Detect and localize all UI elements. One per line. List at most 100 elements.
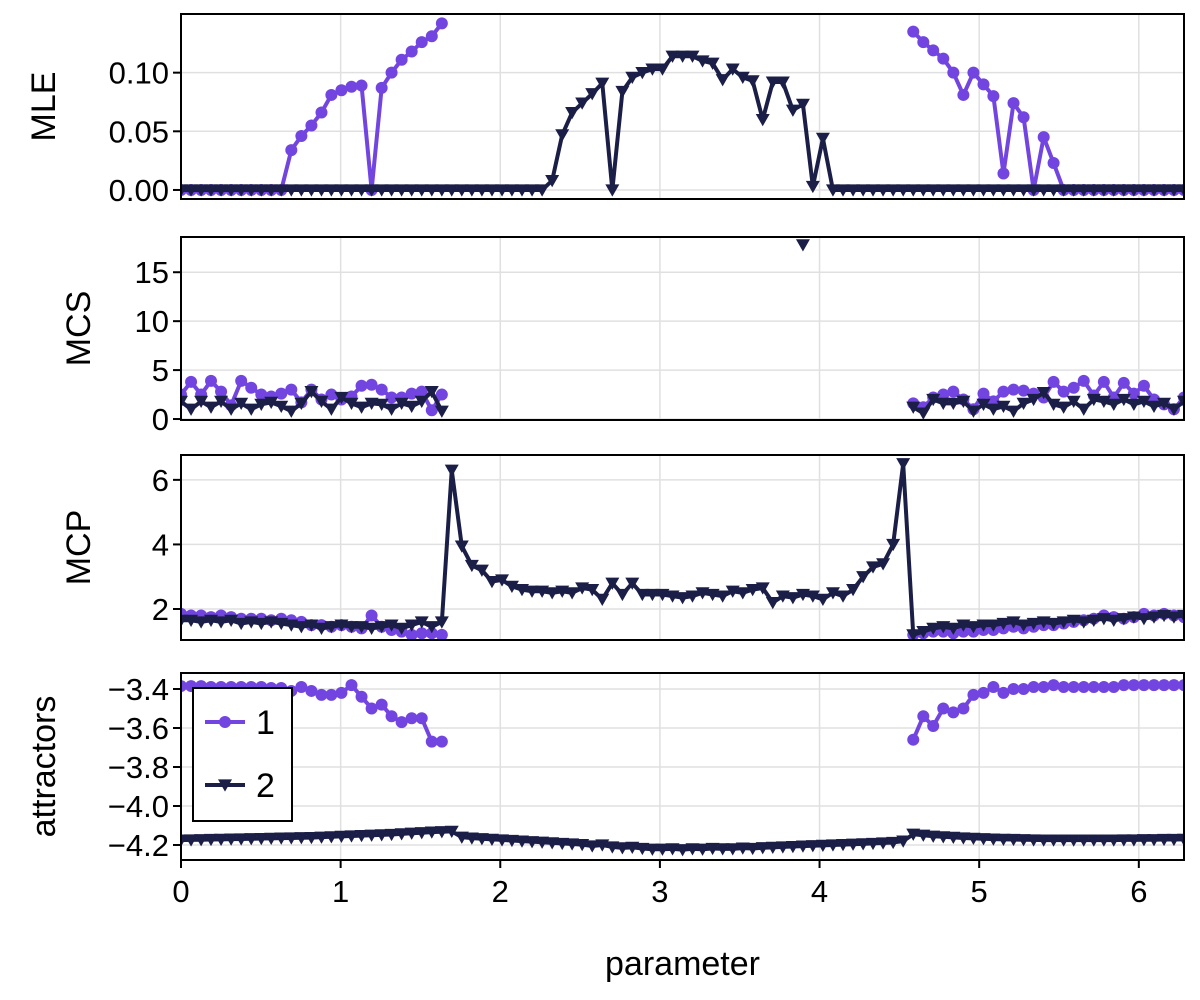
- series-2-point: [675, 844, 690, 857]
- series-2-point: [906, 401, 921, 414]
- series-2-point: [1056, 401, 1071, 414]
- series-2-point: [906, 184, 921, 197]
- y-tick-label: 2: [152, 592, 169, 627]
- series-1-point: [1147, 679, 1160, 692]
- series-2-point: [705, 588, 720, 602]
- series-2-point: [264, 184, 279, 197]
- series-2-point: [1006, 184, 1021, 197]
- series-2-point: [1157, 609, 1172, 623]
- series-2-point: [836, 184, 851, 197]
- series-2-point: [514, 584, 529, 597]
- series-2-point: [464, 832, 479, 845]
- series-2-point: [846, 838, 861, 851]
- series-2-point: [304, 619, 319, 632]
- series-2-point: [344, 184, 359, 197]
- series-2-point: [1166, 403, 1181, 416]
- series-1-point: [235, 374, 248, 387]
- series-2-point: [795, 239, 810, 252]
- series-2-point: [294, 397, 309, 411]
- series-2-point: [775, 76, 790, 89]
- series-2-point: [585, 840, 600, 853]
- series-1-point: [325, 388, 338, 401]
- series-2-point: [956, 619, 971, 632]
- series-2-point: [896, 835, 911, 848]
- series-2-point: [344, 397, 359, 411]
- series-2-point: [625, 577, 640, 590]
- series-2-point: [394, 828, 409, 841]
- series-2-point: [514, 184, 529, 197]
- series-2-point: [1006, 405, 1021, 418]
- series-2-point: [555, 837, 570, 851]
- series-2-point: [966, 832, 981, 846]
- series-2-point: [1076, 616, 1091, 629]
- series-2-point: [1066, 834, 1081, 847]
- series-2-point: [986, 403, 1001, 416]
- series-2-point: [705, 57, 720, 70]
- series-2-point: [565, 106, 580, 120]
- series-1-point: [1107, 681, 1120, 694]
- series-2-point: [314, 622, 329, 636]
- series-2-point: [545, 174, 560, 188]
- series-2-point: [825, 184, 840, 197]
- series-2-point: [825, 587, 840, 600]
- series-2-point: [886, 836, 901, 850]
- series-2-point: [585, 88, 600, 101]
- series-2-point: [354, 621, 369, 634]
- series-1-point: [977, 686, 990, 699]
- series-2-point: [765, 841, 780, 854]
- series-2-point: [625, 71, 640, 84]
- series-2-point: [224, 614, 239, 627]
- series-2-point: [495, 184, 510, 197]
- series-2-point: [635, 842, 650, 856]
- series-2-point: [745, 75, 760, 88]
- series-2-point: [344, 830, 359, 843]
- series-2-point: [745, 584, 760, 597]
- series-2-point: [896, 184, 911, 197]
- series-1-point: [997, 686, 1010, 699]
- series-2-point: [484, 833, 499, 846]
- x-tick-label: 3: [651, 874, 668, 909]
- series-1-point: [385, 391, 398, 404]
- series-1-point: [917, 36, 930, 49]
- series-2-point: [1046, 834, 1061, 847]
- series-2-point: [1066, 395, 1081, 409]
- series-2-point: [194, 834, 209, 847]
- series-2-point: [414, 395, 429, 409]
- series-1-point: [395, 53, 408, 66]
- series-1-point: [365, 609, 378, 622]
- series-2-point: [204, 614, 219, 627]
- series-2-point: [986, 184, 1001, 197]
- series-1-point: [997, 167, 1010, 180]
- series-1-point: [355, 379, 368, 392]
- series-1-point: [937, 388, 950, 401]
- series-2-point: [775, 590, 790, 603]
- series-2-point: [1166, 611, 1181, 624]
- series-2-point: [374, 621, 389, 634]
- series-2-point: [595, 77, 610, 90]
- series-2-point: [214, 616, 229, 629]
- series-1-point: [1097, 681, 1110, 694]
- series-2-point: [936, 397, 951, 411]
- series-2-point: [254, 617, 269, 631]
- series-2-line: [912, 390, 1184, 416]
- series-2-point: [896, 458, 911, 471]
- series-2-point: [1056, 616, 1071, 629]
- series-2-point: [384, 619, 399, 632]
- series-2-point: [545, 587, 560, 600]
- series-2-point: [354, 401, 369, 414]
- series-1-point: [1017, 111, 1030, 124]
- series-2-point: [946, 831, 961, 845]
- series-1-point: [415, 627, 428, 640]
- series-2-point: [635, 588, 650, 602]
- series-2-point: [986, 619, 1001, 632]
- y-tick-label: 5: [152, 353, 169, 388]
- series-2-point: [976, 398, 991, 411]
- y-tick-label: 6: [152, 463, 169, 498]
- series-2-point: [715, 590, 730, 603]
- series-2-point: [294, 832, 309, 845]
- series-2-point: [976, 619, 991, 632]
- series-2-point: [1016, 834, 1031, 847]
- series-1-line: [181, 22, 444, 192]
- series-2-point: [1126, 398, 1141, 411]
